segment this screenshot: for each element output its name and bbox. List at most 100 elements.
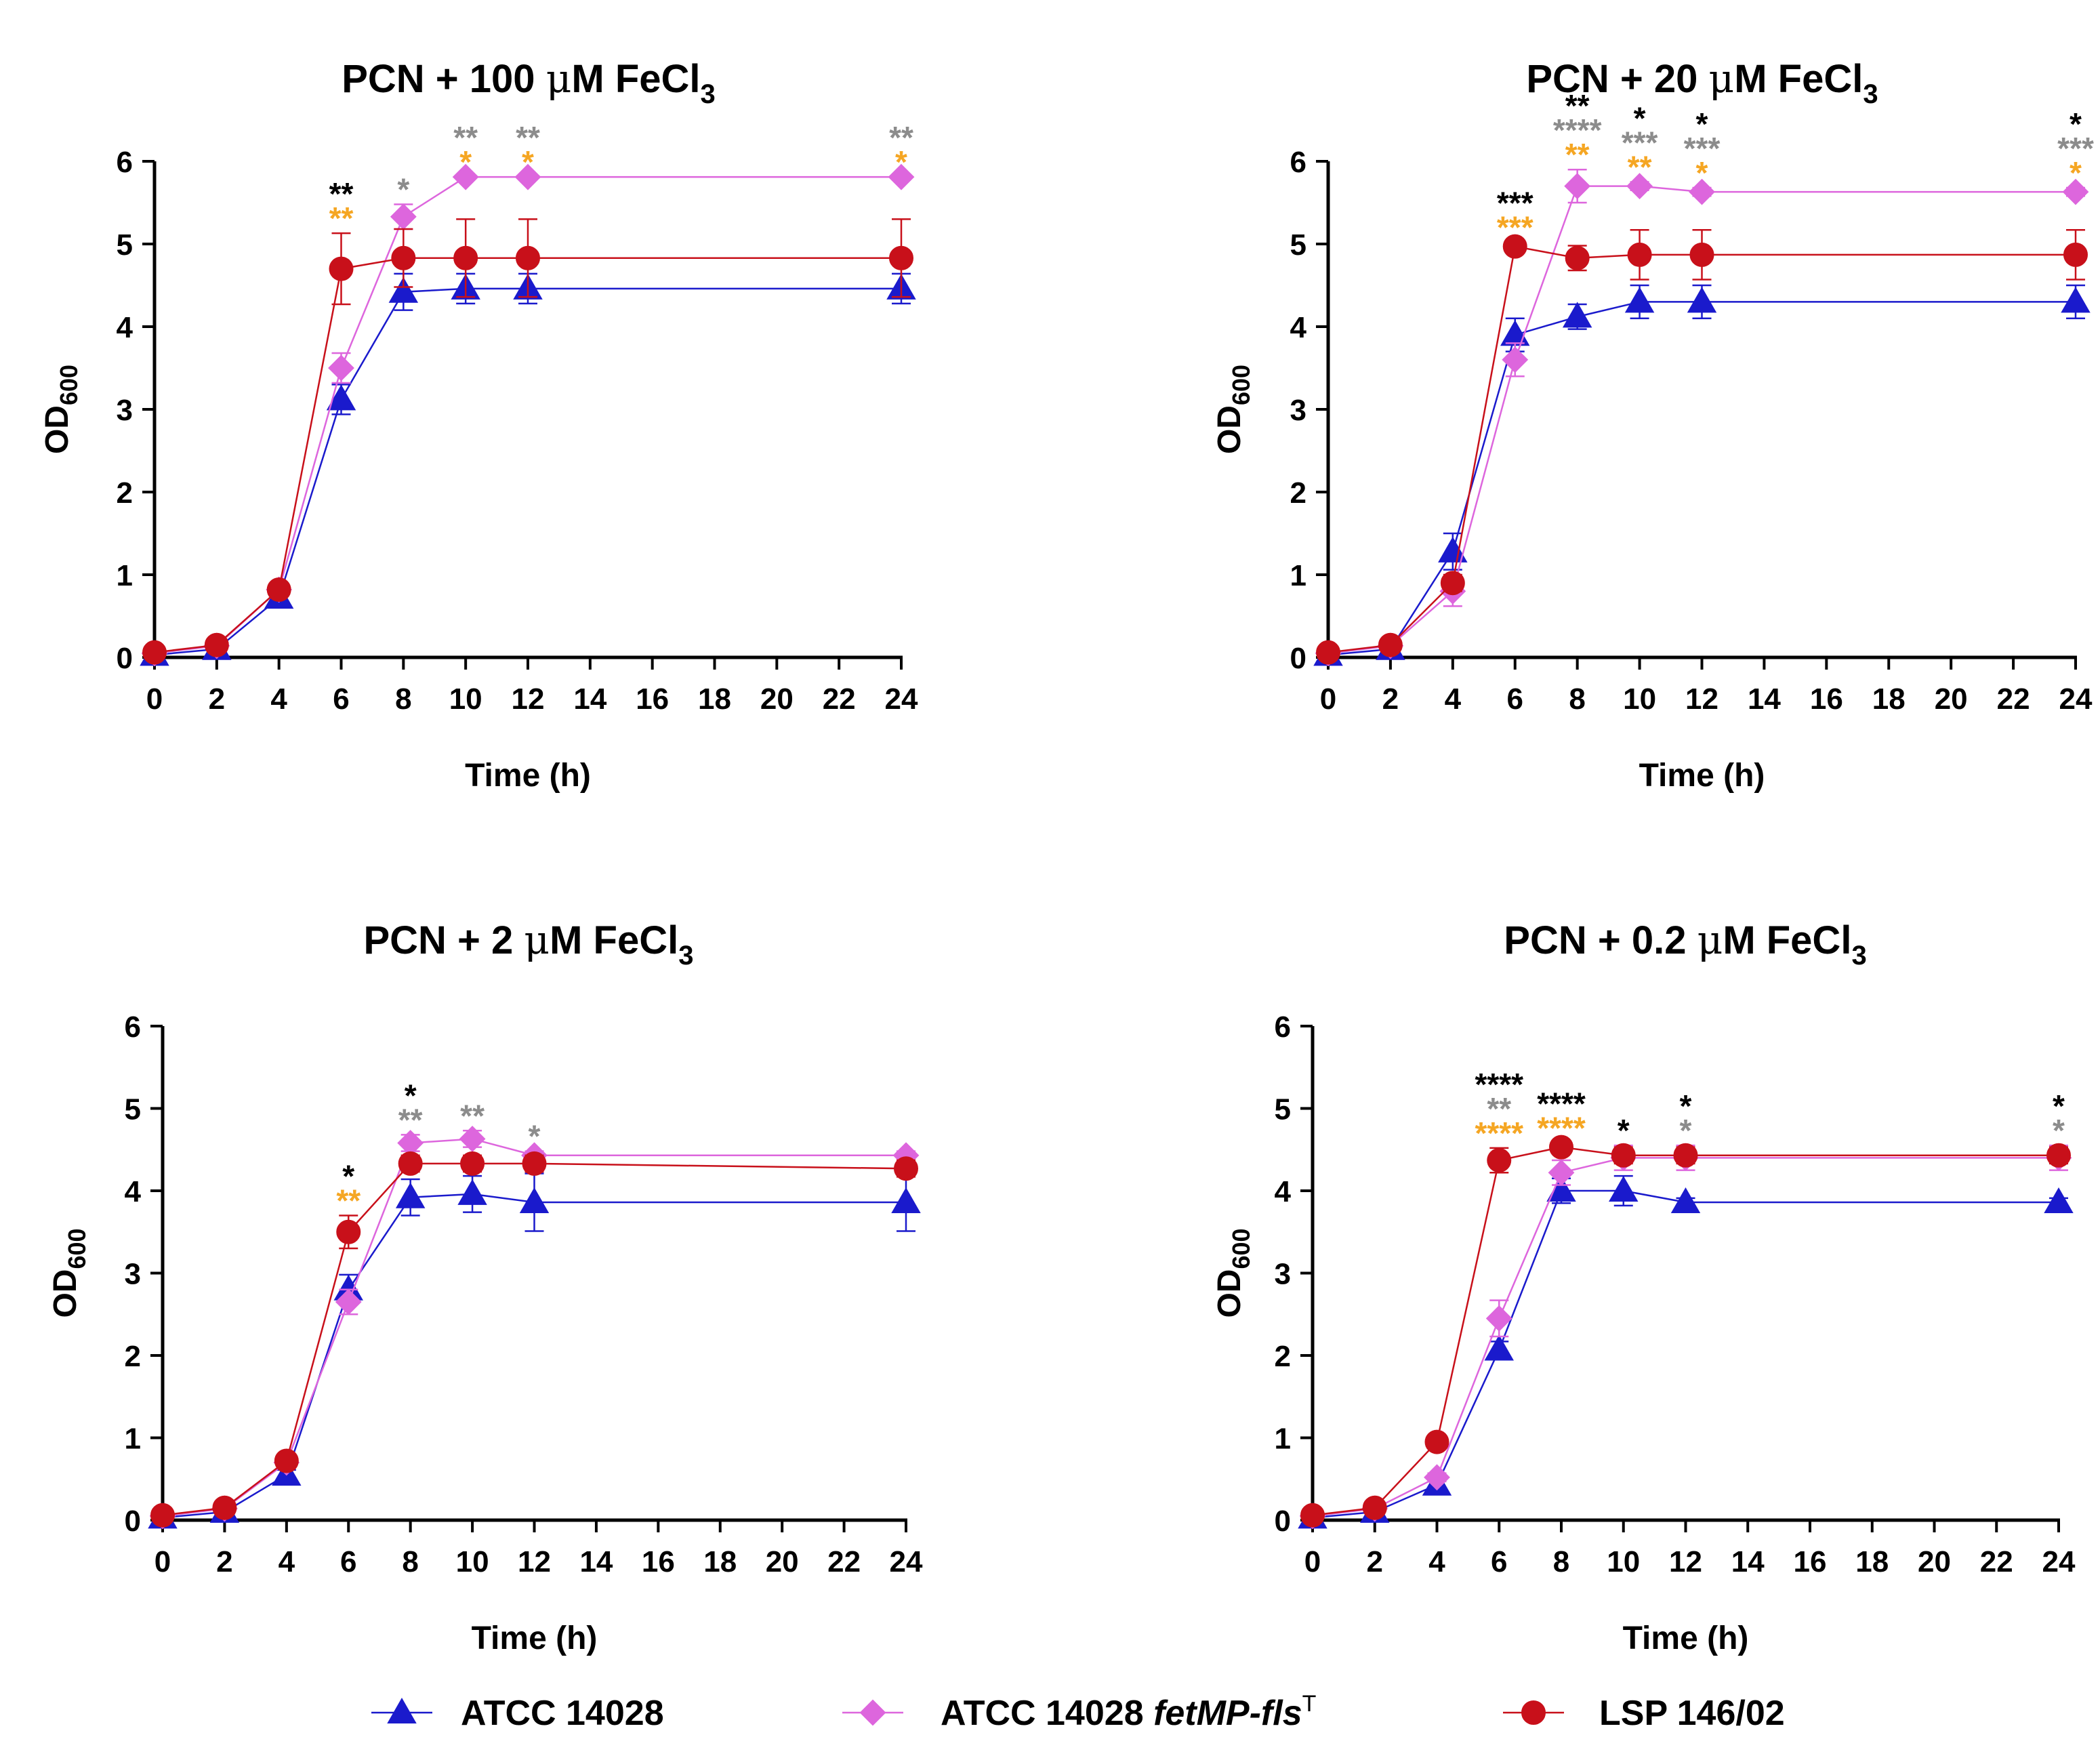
series-3 [1316, 229, 2088, 665]
x-axis-label: Time (h) [465, 758, 591, 794]
x-tick-label: 2 [1382, 682, 1399, 716]
data-point [1424, 1429, 1449, 1454]
x-axis-label: Time (h) [472, 1620, 598, 1656]
x-tick-label: 24 [2042, 1545, 2076, 1578]
title-prefix: PCN + 0.2 [1504, 918, 1697, 962]
data-point [514, 163, 541, 190]
y-tick-label: 0 [117, 642, 133, 675]
data-point [212, 1495, 237, 1520]
y-tick-label: 2 [1290, 476, 1306, 510]
significance-marker: **** [1475, 1116, 1523, 1151]
legend-label-main: ATCC 14028 [941, 1694, 1153, 1733]
x-tick-label: 8 [395, 682, 411, 716]
significance-marker: ** [329, 201, 354, 236]
x-tick-label: 20 [760, 682, 794, 716]
title-mu: μ [546, 56, 572, 102]
data-point [2062, 178, 2089, 205]
significance-marker: * [1680, 1088, 1692, 1124]
data-point [459, 1126, 486, 1152]
x-tick-label: 14 [573, 682, 606, 716]
data-point [388, 277, 419, 303]
x-tick-label: 14 [579, 1545, 613, 1578]
x-tick-label: 16 [636, 682, 669, 716]
data-point [2044, 1187, 2074, 1214]
data-point [328, 354, 354, 382]
x-tick-label: 4 [270, 682, 287, 716]
x-tick-label: 24 [2059, 682, 2093, 716]
title-prefix: PCN + 20 [1526, 57, 1708, 101]
x-tick-label: 0 [1304, 1545, 1321, 1578]
chart-title: PCN + 20 μM FeCl3 [1526, 56, 1878, 109]
y-tick-label: 5 [125, 1093, 141, 1126]
y-axis-label: OD600 [1212, 1228, 1255, 1318]
significance-marker: *** [1684, 131, 1721, 166]
data-point [142, 640, 167, 665]
y-tick-label: 5 [1275, 1093, 1291, 1126]
series-line [1327, 301, 2076, 656]
data-point [398, 1151, 423, 1176]
x-tick-label: 2 [209, 682, 225, 716]
y-axis-label: OD600 [47, 1228, 91, 1318]
y-axis-label-subscript: 600 [1227, 365, 1255, 405]
x-tick-label: 2 [216, 1545, 232, 1578]
significance-marker: ** [1628, 150, 1652, 185]
data-point [1424, 1464, 1450, 1491]
significance-marker: * [342, 1158, 354, 1193]
data-point [204, 632, 229, 657]
data-point [1484, 1334, 1514, 1361]
x-tick-label: 24 [885, 682, 918, 716]
y-tick-label: 6 [117, 146, 133, 179]
legend-marker [1521, 1700, 1546, 1725]
series-3 [142, 218, 913, 665]
x-tick-label: 18 [1855, 1545, 1889, 1578]
data-point [326, 384, 356, 411]
significance-marker: ** [329, 176, 354, 211]
x-tick-label: 16 [1810, 682, 1843, 716]
significance-marker: * [2070, 106, 2082, 142]
y-tick-label: 0 [1290, 642, 1306, 675]
series-line [154, 257, 901, 653]
y-tick-label: 1 [125, 1423, 141, 1456]
x-tick-label: 12 [512, 682, 545, 716]
significance-marker: * [405, 1078, 417, 1113]
significance-marker: *** [1622, 125, 1658, 161]
data-point [1689, 242, 1714, 267]
legend-label-main: LSP 146/02 [1599, 1694, 1785, 1733]
data-point [150, 1503, 175, 1528]
data-point [1564, 173, 1591, 200]
legend-label: ATCC 14028 [461, 1694, 664, 1733]
data-point [888, 163, 915, 190]
title-unit: M FeCl [1723, 918, 1851, 962]
y-tick-label: 5 [1290, 228, 1306, 262]
x-tick-label: 10 [1607, 1545, 1640, 1578]
significance-marker: * [529, 1119, 541, 1154]
data-point [452, 163, 479, 190]
data-point [1687, 287, 1717, 313]
data-point [1362, 1495, 1387, 1520]
data-point [329, 256, 354, 281]
y-tick-label: 4 [117, 311, 133, 344]
data-point [1548, 1159, 1575, 1186]
y-tick-label: 3 [1290, 394, 1306, 427]
legend-label: ATCC 14028 fetMP-flsT [941, 1691, 1316, 1733]
data-point [1611, 1143, 1636, 1168]
x-tick-label: 8 [402, 1545, 418, 1578]
x-tick-label: 10 [449, 682, 482, 716]
data-point [453, 245, 478, 270]
x-tick-label: 4 [1428, 1545, 1445, 1578]
x-axis-label: Time (h) [1639, 758, 1765, 794]
y-tick-label: 6 [1275, 1010, 1291, 1044]
significance-marker: ** [460, 1098, 485, 1133]
significance-marker: * [397, 171, 409, 207]
title-mu: μ [1709, 56, 1735, 102]
significance-marker: * [1696, 155, 1708, 190]
significance-marker: **** [1537, 1111, 1586, 1146]
data-point [1549, 1135, 1573, 1160]
y-axis-label: OD600 [1212, 365, 1255, 454]
x-tick-label: 20 [1918, 1545, 1951, 1578]
x-tick-label: 10 [1623, 682, 1656, 716]
data-point [1502, 234, 1527, 259]
data-point [1300, 1503, 1325, 1528]
data-point [395, 1182, 426, 1208]
